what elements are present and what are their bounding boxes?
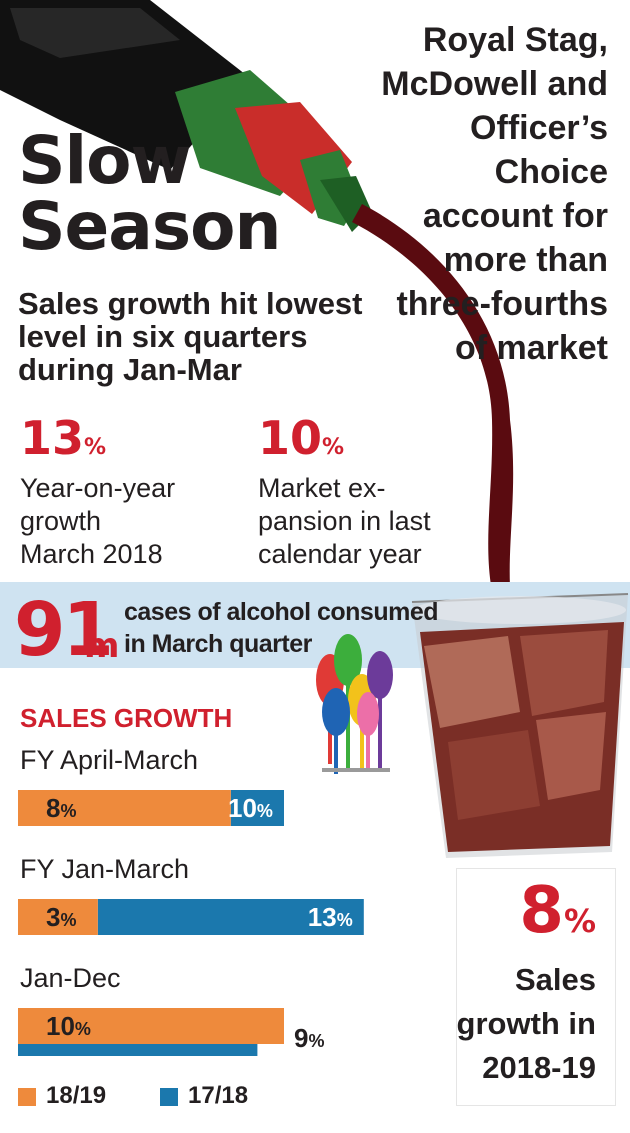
bar-value-label: 8% (46, 793, 77, 823)
stat-unit: % (84, 435, 107, 460)
stat-value: 10 (258, 411, 323, 465)
cases-unit: m (84, 626, 120, 666)
stat-unit: % (322, 435, 345, 460)
bar-value-label: 9% (294, 1023, 325, 1053)
bar-18-19 (18, 790, 231, 826)
stat-description: Market ex- pansion in last calendar year (258, 473, 431, 569)
stat-description: Year-on-year growth March 2018 (20, 473, 176, 569)
bottle-icon (0, 0, 372, 232)
bar-value-label: 3% (46, 902, 77, 932)
callout-box (456, 868, 616, 1106)
bar-value-label: 13% (307, 902, 353, 932)
legend-swatch (18, 1088, 36, 1106)
category-label: Jan-Dec (20, 963, 121, 993)
category-label: FY April-March (20, 745, 199, 775)
bar-17-18 (230, 790, 284, 826)
stat-market: 10% Market ex- pansion in last calendar … (258, 414, 468, 571)
bar-chart (18, 790, 364, 1056)
stat-value: 13 (20, 411, 85, 465)
side-note: Royal Stag, McDowell and Officer’s Choic… (381, 21, 608, 367)
wine-glasses-icon (316, 634, 393, 774)
legend-swatch (160, 1088, 178, 1106)
callout-description: Sales growth in 2018-19 (456, 962, 596, 1085)
callout-value: 8% (519, 874, 596, 948)
bar-18-19 (18, 1008, 284, 1044)
glass-icon (411, 593, 629, 858)
stat-yoy: 13% Year-on-year growth March 2018 (20, 414, 250, 571)
bar-value-label: 10% (46, 1011, 91, 1041)
subtitle: Sales growth hit lowest level in six qua… (18, 286, 363, 387)
cases-value: 91 (14, 587, 114, 673)
bar-18-19 (18, 899, 98, 935)
bar-value-label: 10% (228, 793, 273, 823)
pour-stream (352, 204, 514, 630)
category-label: FY Jan-March (20, 854, 190, 884)
page-title: Slow Season (18, 122, 281, 265)
legend-label: 17/18 (188, 1082, 249, 1109)
chart-title: SALES GROWTH (20, 703, 233, 733)
legend-label: 18/19 (46, 1082, 107, 1109)
bar-17-18 (97, 899, 364, 935)
cases-description: cases of alcohol consumed in March quart… (124, 598, 439, 658)
